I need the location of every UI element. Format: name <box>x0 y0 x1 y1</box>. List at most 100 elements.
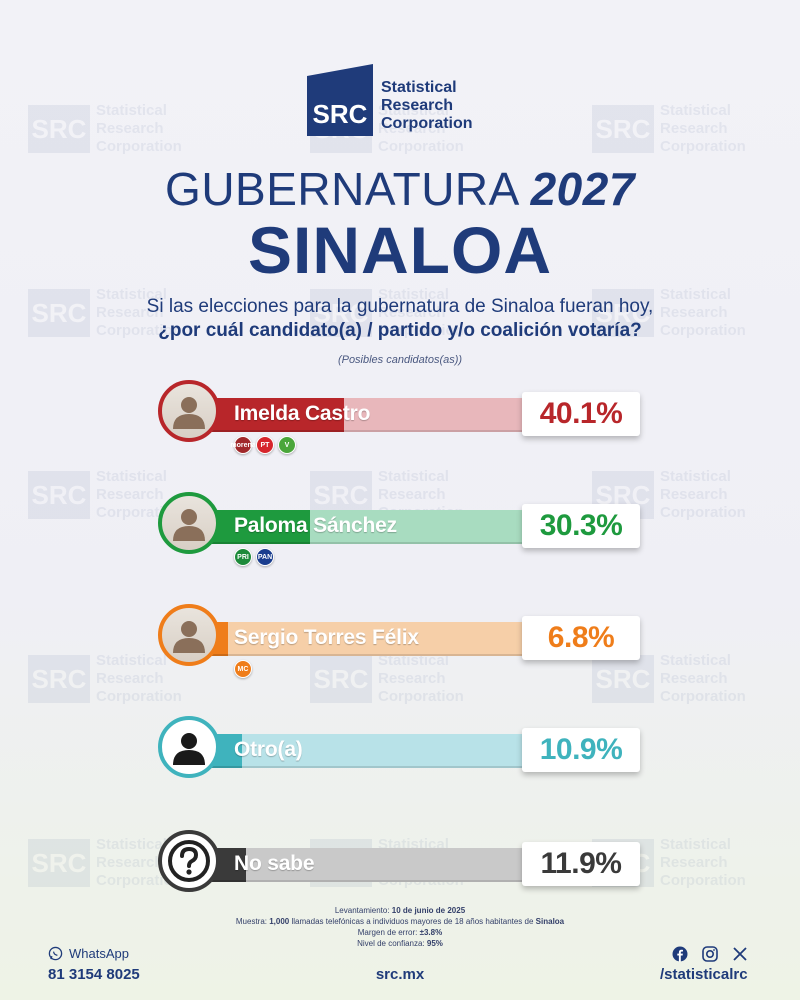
question-line-1: Si las elecciones para la gubernatura de… <box>146 296 654 317</box>
party-logo-icon: morena <box>230 436 256 454</box>
watermark-line: Statistical <box>96 468 167 485</box>
phone-number[interactable]: 81 3154 8025 <box>48 966 140 983</box>
watermark-line: Statistical <box>378 468 449 485</box>
bar-label: Otro(a) <box>234 738 303 761</box>
watermark-line: Corporation <box>660 688 746 705</box>
party-logo-icon: V <box>278 436 296 454</box>
party-logo-icon: PT <box>256 436 274 454</box>
data-label: 6.8% <box>522 616 640 660</box>
watermark-line: Research <box>660 486 728 503</box>
bar-row: Imelda Castro 40.1% morena PT V <box>158 380 648 454</box>
watermark-line: Research <box>96 120 164 137</box>
question-mark-icon <box>158 830 220 892</box>
logo-line-3: Corporation <box>381 115 473 132</box>
bar-label: Imelda Castro <box>234 402 371 425</box>
bar-track <box>204 848 554 882</box>
x-icon[interactable] <box>732 946 748 962</box>
whatsapp-contact[interactable]: WhatsApp <box>48 946 129 961</box>
party-logos: MC <box>234 660 252 678</box>
bar-row: Paloma Sánchez 30.3% PRI PAN <box>158 492 648 566</box>
whatsapp-icon <box>48 946 63 961</box>
sample-state: Sinaloa <box>535 917 565 926</box>
methodology-notes: Levantamiento: 10 de junio de 2025 Muest… <box>0 905 800 949</box>
party-logo-icon: PAN <box>256 548 274 566</box>
watermark-mark: SRC <box>28 655 90 703</box>
logo-box-text: SRC <box>312 99 368 129</box>
party-logos: PRI PAN <box>234 548 274 566</box>
title-word: GUBERNATURA <box>165 163 518 215</box>
logo-line-2: Research <box>381 97 454 114</box>
title-year: 2027 <box>530 163 635 215</box>
confidence-label: Nivel de confianza: <box>357 939 425 948</box>
bar-row: Sergio Torres Félix 6.8% MC <box>158 604 648 678</box>
watermark-line: Statistical <box>96 102 167 119</box>
margin-value: ±3.8% <box>419 928 443 937</box>
watermark-line: Statistical <box>660 102 731 119</box>
src-logo-mark: SRC <box>307 64 373 136</box>
question-line-2: ¿por cuál candidato(a) / partido y/o coa… <box>158 320 642 341</box>
social-handle[interactable]: /statisticalrc <box>660 966 748 983</box>
watermark-line: Corporation <box>378 138 464 155</box>
confidence-value: 95% <box>426 939 443 948</box>
party-logos: morena PT V <box>230 436 296 454</box>
src-logo: SRC Statistical Research Corporation <box>307 64 473 136</box>
watermark-line: Research <box>660 120 728 137</box>
data-label: 11.9% <box>522 842 640 886</box>
bar-label: Sergio Torres Félix <box>234 626 419 649</box>
state-title: SINALOA <box>248 213 552 287</box>
social-links <box>672 946 748 962</box>
person-photo-icon <box>158 492 220 554</box>
watermark-line: Statistical <box>660 652 731 669</box>
margin-label: Margen de error: <box>357 928 418 937</box>
user-silhouette-icon <box>158 716 220 778</box>
watermark-line: Corporation <box>660 138 746 155</box>
logo-wordmark: Statistical Research Corporation <box>381 79 473 133</box>
person-photo-icon <box>158 604 220 666</box>
bar <box>204 510 310 544</box>
watermark-mark: SRC <box>592 105 654 153</box>
watermark-line: Corporation <box>660 872 746 889</box>
person-photo-icon <box>158 380 220 442</box>
bar <box>204 398 344 432</box>
watermark-line: Corporation <box>96 688 182 705</box>
facebook-icon[interactable] <box>672 946 688 962</box>
watermark-mark: SRC <box>28 839 90 887</box>
data-label: 30.3% <box>522 504 640 548</box>
bar-track <box>204 734 554 768</box>
watermark-mark: SRC <box>28 471 90 519</box>
data-label: 10.9% <box>522 728 640 772</box>
sample-pre: Muestra: <box>235 917 267 926</box>
party-logo-icon: MC <box>234 660 252 678</box>
fieldwork-value: 10 de junio de 2025 <box>391 906 466 915</box>
page-title: GUBERNATURA 2027 <box>0 162 800 216</box>
bar-row: No sabe 11.9% <box>158 830 648 900</box>
logo-line-1: Statistical <box>381 79 457 96</box>
party-logo-icon: PRI <box>234 548 252 566</box>
watermark-line: Research <box>660 854 728 871</box>
watermark-line: Corporation <box>96 138 182 155</box>
whatsapp-label: WhatsApp <box>69 946 129 961</box>
bar-track <box>204 622 554 656</box>
watermark-line: Statistical <box>660 468 731 485</box>
watermark-line: Research <box>660 670 728 687</box>
bar-label: No sabe <box>234 852 315 875</box>
sample-mid: llamadas telefónicas a individuos mayore… <box>291 917 534 926</box>
website-link[interactable]: src.mx <box>375 966 425 983</box>
instagram-icon[interactable] <box>702 946 718 962</box>
data-label: 40.1% <box>522 392 640 436</box>
bar-label: Paloma Sánchez <box>234 514 397 537</box>
candidates-note: (Posibles candidatos(as)) <box>337 354 463 366</box>
sample-n: 1,000 <box>269 917 290 926</box>
watermark-line: Corporation <box>378 688 464 705</box>
watermark-line: Corporation <box>660 504 746 521</box>
bar-row: Otro(a) 10.9% <box>158 716 648 786</box>
fieldwork-label: Levantamiento: <box>334 906 390 915</box>
watermark-mark: SRC <box>28 105 90 153</box>
